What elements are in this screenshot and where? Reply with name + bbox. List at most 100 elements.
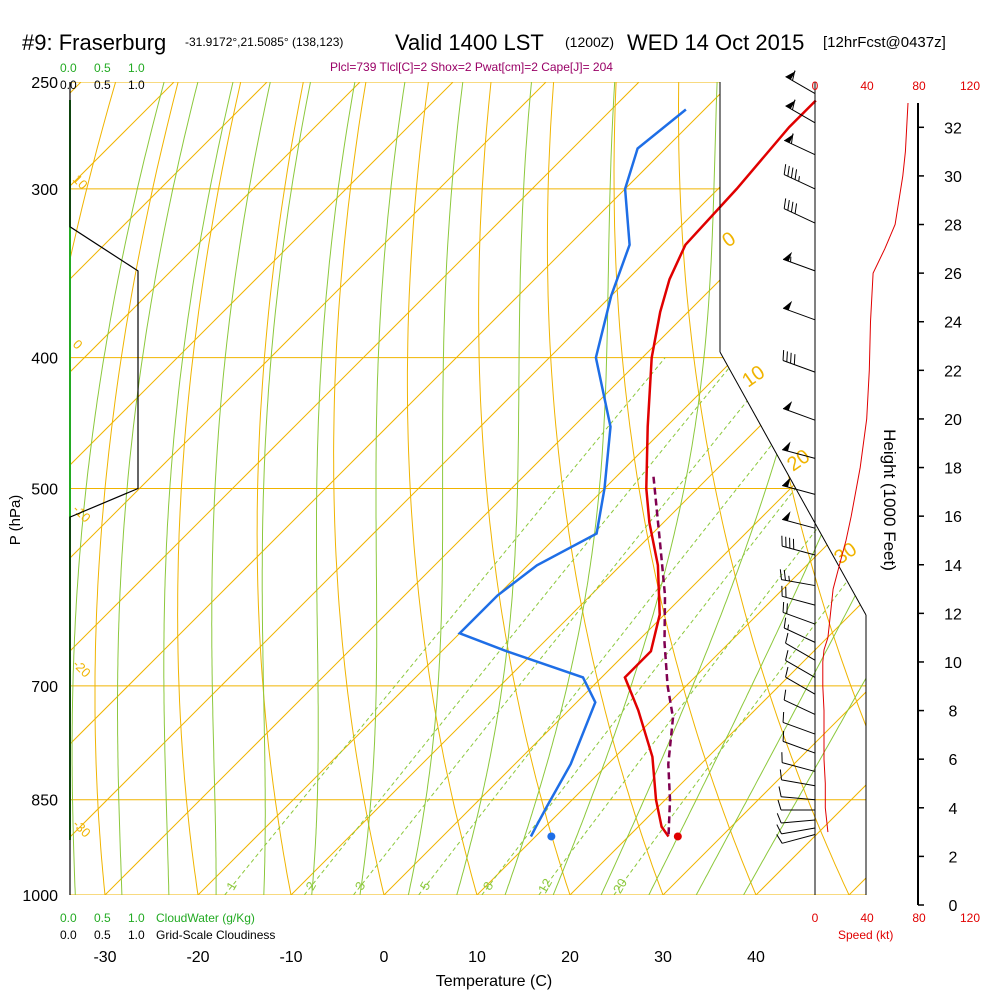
wind-barb: [785, 70, 816, 95]
wind-barb: [783, 164, 816, 190]
wind-barb-staff: [782, 762, 816, 772]
wind-barb-flag: [782, 730, 785, 742]
isotherm-line: [70, 82, 547, 895]
wind-barb-flag: [783, 617, 787, 629]
wind-barb: [781, 535, 816, 556]
wind-barb: [779, 569, 816, 587]
dry-adiabat: [256, 82, 309, 895]
title-zulu: (1200Z): [565, 34, 614, 50]
wind-barb-staff: [783, 208, 816, 224]
wind-barb-staff: [781, 827, 816, 835]
cloud-scale-top-green-2: 1.0: [128, 61, 145, 75]
wind-barb-flag: [778, 786, 782, 797]
mixing-ratio-line: [481, 357, 866, 895]
height-tick-label: 22: [944, 363, 962, 380]
moist-adiabat: [354, 82, 410, 895]
wind-barb-half-flag: [787, 624, 790, 630]
pressure-tick-label: 500: [31, 482, 58, 499]
height-tick-label: 14: [944, 558, 962, 575]
wind-barb-staff: [781, 819, 816, 824]
wind-barb: [782, 441, 816, 459]
isotherm-line: [848, 82, 866, 895]
wind-barb-staff: [782, 740, 816, 754]
isotherm-line: [70, 82, 826, 895]
isotherm-line: [662, 82, 866, 895]
wind-barb-flag: [777, 799, 782, 811]
wind-speed-tick-bottom-2: 80: [912, 911, 926, 925]
wind-barb-flag: [785, 632, 789, 644]
cloud-scale-top-black-0: 0.0: [60, 78, 77, 92]
title-forecast: [12hrFcst@0437z]: [823, 34, 946, 51]
height-tick-label: 2: [949, 849, 958, 866]
wind-barb-flag: [782, 711, 785, 723]
temperature-tick-label: 10: [468, 949, 486, 966]
wind-barb: [776, 824, 816, 835]
height-tick-label: 26: [944, 266, 962, 283]
wind-barb: [785, 650, 816, 678]
surface-temperature-point: [673, 832, 682, 841]
mixing-ratio-line: [418, 357, 842, 895]
isotherm-line: [70, 82, 268, 895]
wind-barb-staff: [783, 174, 816, 190]
wind-barb-staff: [782, 834, 816, 844]
height-tick-label: 18: [944, 461, 962, 478]
height-tick-label: 24: [944, 315, 962, 332]
wind-barb-pennant: [782, 511, 791, 521]
wind-barb: [782, 477, 816, 495]
isotherm-line: [383, 82, 866, 895]
y-axis-label: P (hPa): [7, 495, 24, 546]
dry-adiabat: [802, 82, 866, 895]
mixing-ratio-label: 1: [223, 879, 240, 893]
dry-adiabat: [613, 82, 769, 895]
moist-adiabat: [540, 82, 719, 895]
wind-speed-tick-top-0: 0: [812, 79, 819, 93]
x-axis-label: Temperature (C): [436, 973, 552, 990]
mixing-ratio-label: 12: [535, 876, 555, 896]
wind-barb-staff: [781, 579, 816, 587]
cloudiness-profile: [69, 82, 139, 895]
height-tick-label: 10: [944, 655, 962, 672]
dry-adiabat: [927, 58, 1000, 924]
moist-adiabat: [726, 82, 866, 895]
wind-speed-tick-top-2: 80: [912, 79, 926, 93]
cloud-scale-top-black-1: 0.5: [94, 78, 111, 92]
wind-speed-tick-bottom-1: 40: [860, 911, 874, 925]
wind-barb-pennant: [783, 251, 793, 262]
moist-adiabat: [633, 82, 866, 895]
wind-barb-flag: [776, 824, 782, 835]
sounding-layer: [457, 99, 817, 841]
wind-barb-pennant: [782, 441, 791, 452]
wind-barb: [783, 133, 816, 156]
cloudiness-label: Grid-Scale Cloudiness: [156, 928, 275, 942]
wind-barb-pennant: [783, 300, 793, 311]
wind-barb-flag: [791, 99, 796, 110]
height-tick-label: 0: [949, 898, 958, 915]
pressure-tick-label: 250: [31, 75, 58, 92]
wind-barb: [778, 786, 816, 801]
moist-adiabat: [163, 82, 240, 895]
wind-barb-staff: [785, 105, 816, 124]
axes-layer: 1 2 3 5 8 12 20100-10-20-300102030250300400500…: [22, 75, 962, 966]
wind-barb-flag: [782, 350, 785, 361]
wind-barb-staff: [785, 642, 816, 661]
wind-barb: [777, 799, 815, 811]
pressure-tick-label: 850: [31, 793, 58, 810]
wind-barb-flag: [785, 650, 789, 661]
wind-speed-tick-bottom-0: 0: [812, 911, 819, 925]
mixing-ratio-line: [613, 357, 866, 895]
height-tick-label: 8: [949, 704, 958, 721]
cloud-scale-bottom-black-0: 0.0: [60, 928, 77, 942]
wind-barb: [782, 300, 816, 321]
isotherm-label: 0: [70, 337, 86, 353]
cloudwater-label: CloudWater (g/Kg): [156, 911, 255, 925]
dry-adiabat: [988, 58, 1000, 924]
mixing-ratio-line: [353, 357, 783, 895]
wind-barb-flag: [783, 569, 786, 581]
dry-adiabat: [546, 82, 675, 895]
mixing-ratio-line: [224, 357, 666, 895]
wind-panel: [776, 70, 909, 844]
dry-adiabat: [478, 82, 581, 895]
wind-barb-flag: [785, 666, 789, 678]
wind-barb-pennant: [785, 70, 796, 80]
mixing-ratio-line: [538, 357, 866, 895]
